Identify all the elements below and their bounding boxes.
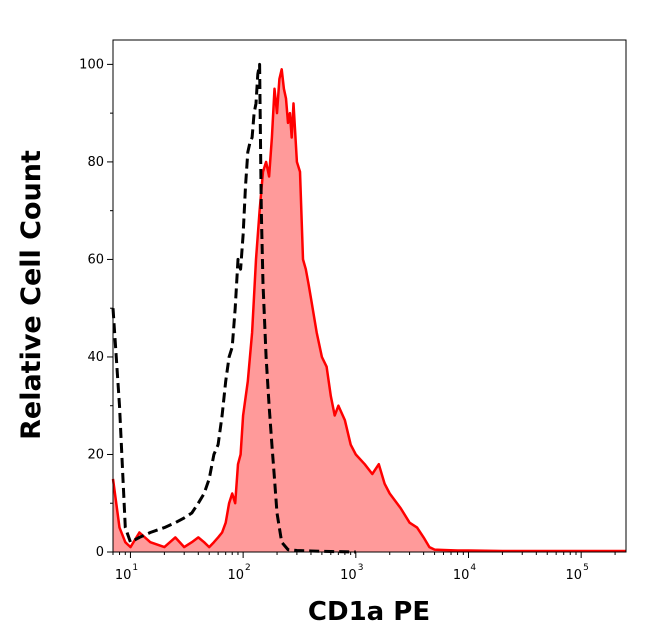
series-fill-cd1a-pe-stained: [113, 69, 626, 553]
x-tick-label: 104: [453, 563, 477, 583]
x-tick-label: 105: [566, 563, 589, 583]
y-tick-label: 0: [96, 545, 104, 560]
x-tick-label: 102: [227, 563, 250, 583]
plot-frame: [112, 39, 627, 553]
y-tick-label: 40: [87, 350, 104, 365]
y-tick-label: 80: [87, 155, 104, 170]
y-tick-label: 20: [87, 447, 104, 462]
x-axis-title: CD1a PE: [308, 597, 430, 627]
y-tick-label: 60: [87, 252, 104, 267]
x-tick-label: 103: [340, 563, 363, 583]
series-line-isotype-control: [111, 62, 356, 554]
y-axis-title: Relative Cell Count: [16, 150, 47, 440]
y-tick-label: 100: [79, 57, 104, 72]
x-tick-label: 101: [115, 563, 138, 583]
series-line-cd1a-pe-stained: [111, 68, 626, 553]
